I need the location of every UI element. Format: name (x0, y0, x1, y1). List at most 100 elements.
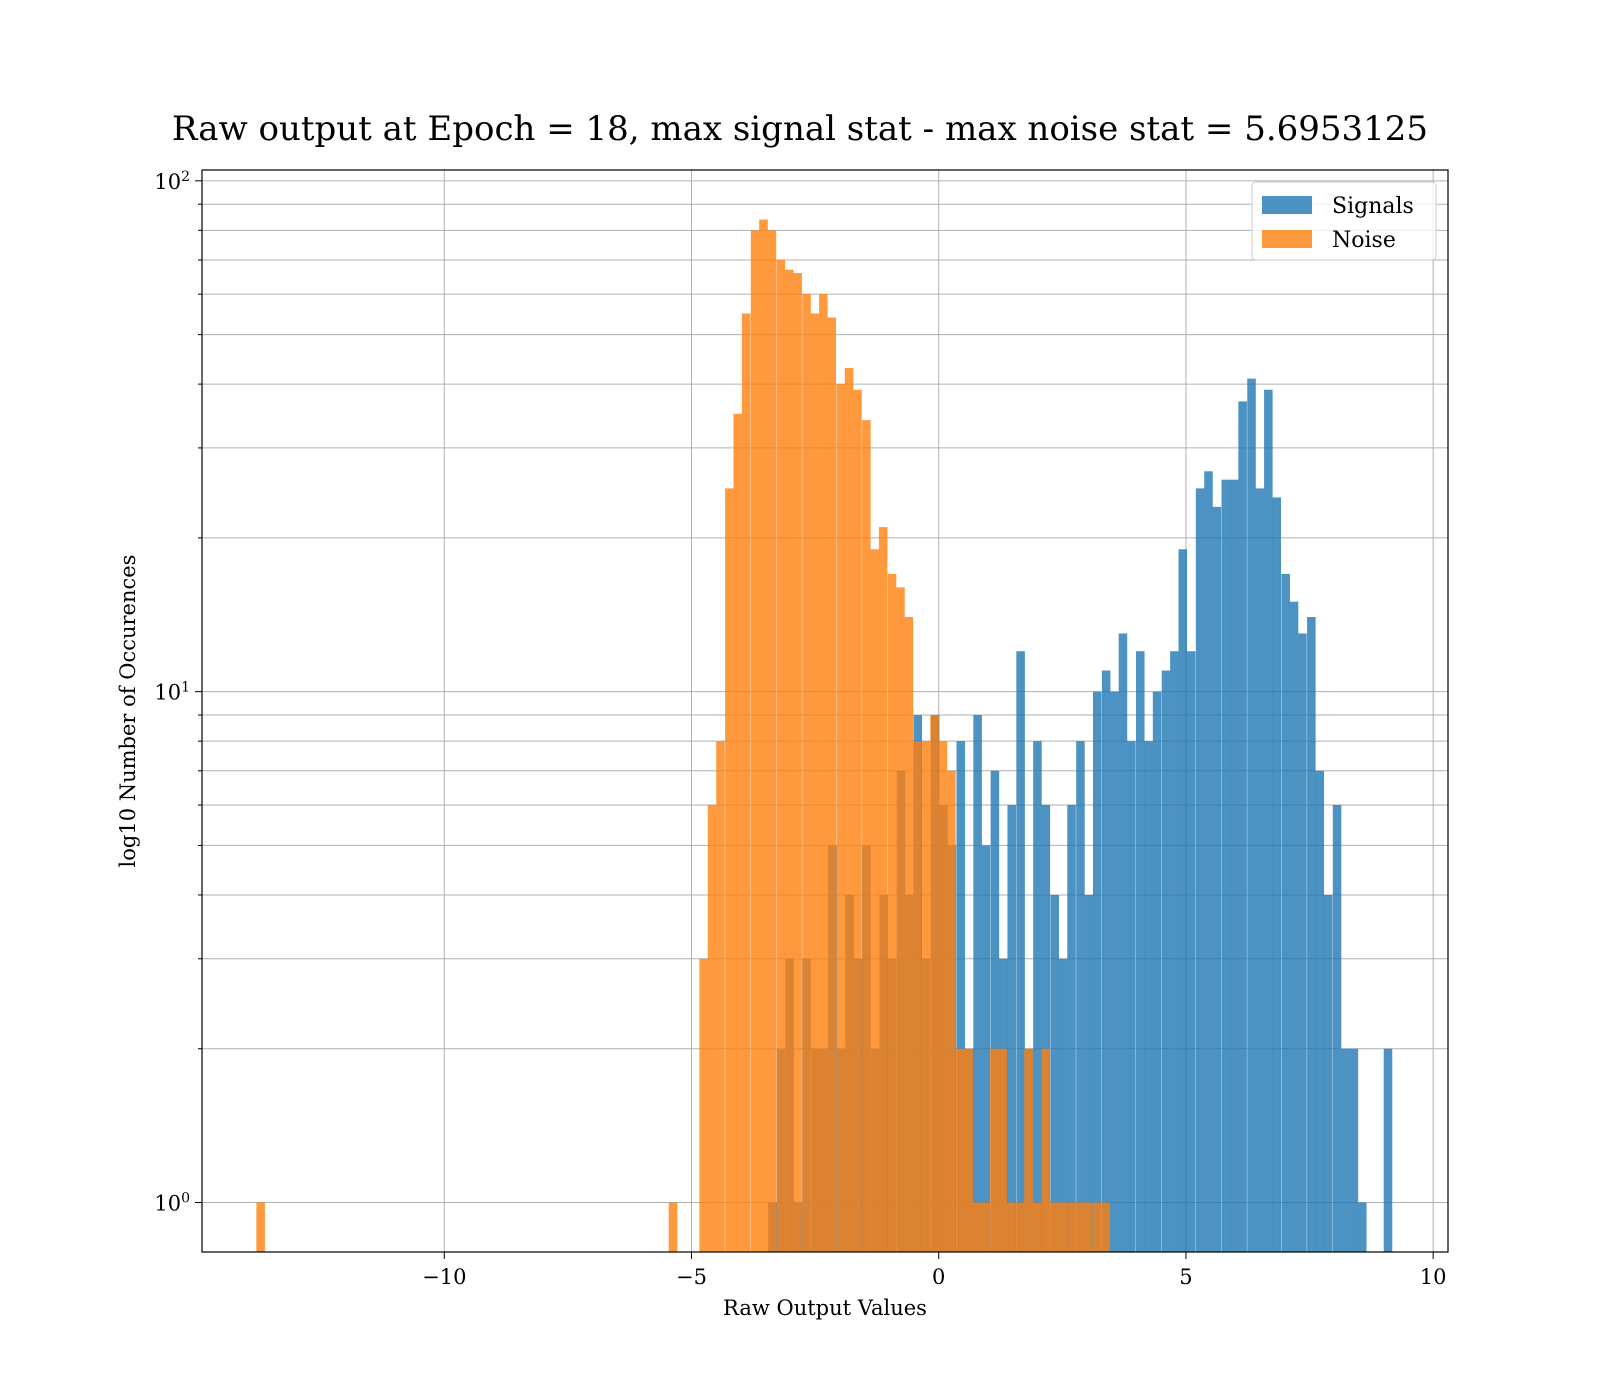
bar-noise (707, 804, 717, 1252)
bar-signals (1341, 1048, 1350, 1252)
legend-swatch-noise (1262, 230, 1312, 248)
bar-noise (836, 384, 845, 1252)
bar-noise (793, 273, 802, 1252)
bar-noise (776, 259, 786, 1253)
x-tick-label: −10 (422, 1265, 466, 1289)
bar-noise (896, 587, 905, 1252)
x-tick-label: 0 (932, 1265, 945, 1289)
y-axis-label: log10 Number of Occurences (116, 555, 140, 868)
bar-signals (1144, 741, 1153, 1252)
x-tick-label: −5 (676, 1265, 707, 1289)
bar-signals (1204, 471, 1213, 1253)
bar-noise (887, 573, 897, 1252)
bar-noise (1101, 1202, 1110, 1252)
bar-signals (1289, 601, 1299, 1252)
bar-signals (1067, 804, 1076, 1252)
bar-noise (1015, 1202, 1025, 1252)
bar-signals (1110, 691, 1119, 1252)
bar-signals (1076, 741, 1085, 1252)
bar-noise (921, 741, 931, 1252)
bar-signals (1101, 670, 1111, 1252)
bar-signals (1033, 741, 1042, 1252)
bar-noise (759, 219, 768, 1252)
bar-noise (827, 317, 837, 1252)
bar-noise (990, 1048, 999, 1252)
plot-frame (201, 169, 1449, 1253)
x-tick-label: 5 (1179, 1265, 1192, 1289)
bar-noise (930, 715, 939, 1252)
bar-signals (1170, 651, 1179, 1252)
bar-signals (1118, 633, 1128, 1252)
bar-noise (972, 1202, 982, 1252)
bar-noise (802, 294, 811, 1252)
bar-signals (1186, 651, 1196, 1252)
bar-signals (1255, 488, 1265, 1252)
bar-signals (1161, 670, 1171, 1252)
bar-noise (1092, 1202, 1102, 1252)
bar-noise (878, 527, 888, 1252)
bar-signals (1229, 479, 1239, 1253)
bar-noise (853, 389, 862, 1252)
bar-noise (862, 420, 871, 1252)
bar-noise (913, 741, 922, 1252)
bar-noise (1084, 1202, 1093, 1252)
bar-signals (1349, 1048, 1359, 1252)
bar-signals (1136, 651, 1145, 1252)
bar-noise (1024, 1048, 1033, 1252)
bar-signals (956, 741, 966, 1252)
series-signals (768, 378, 1393, 1253)
series-noise (256, 219, 1110, 1253)
bar-signals (1058, 958, 1068, 1252)
bar-signals (1178, 549, 1188, 1252)
y-tick-label: 100 (154, 1190, 190, 1215)
bar-signals (1212, 506, 1222, 1252)
bar-signals (1016, 651, 1025, 1252)
bar-noise (1049, 1202, 1059, 1252)
bar-signals (1315, 770, 1325, 1252)
bar-noise (1067, 1202, 1076, 1252)
bar-signals (1195, 488, 1205, 1252)
bar-signals (1127, 741, 1136, 1252)
bar-noise (668, 1202, 678, 1252)
bar-noise (784, 269, 794, 1252)
y-tick-label: 102 (154, 169, 190, 194)
bar-signals (1272, 497, 1282, 1253)
bar-signals (1323, 894, 1333, 1252)
bar-noise (1058, 1202, 1067, 1252)
bar-noise (956, 1048, 965, 1252)
axis-ticks: −10 −5 0 5 10 100 101 102 (154, 169, 1446, 1289)
histogram-bars (256, 219, 1393, 1253)
y-tick-label: 101 (154, 680, 190, 705)
bar-signals (1332, 804, 1342, 1252)
bar-signals (1247, 378, 1256, 1252)
bar-noise (1075, 1202, 1085, 1252)
bar-signals (1281, 573, 1290, 1252)
chart-title: Raw output at Epoch = 18, max signal sta… (172, 109, 1428, 149)
bar-noise (1032, 1202, 1042, 1252)
x-tick-label: 10 (1420, 1265, 1447, 1289)
bar-signals (1221, 479, 1231, 1253)
bar-signals (1307, 617, 1316, 1252)
bar-signals (973, 715, 982, 1252)
bar-noise (741, 313, 751, 1252)
bar-noise (725, 488, 734, 1252)
bar-signals (1358, 1202, 1367, 1252)
bar-signals (1238, 401, 1247, 1252)
bar-signals (1084, 894, 1094, 1252)
bar-noise (256, 1202, 265, 1252)
bar-noise (964, 1048, 973, 1252)
bar-noise (810, 313, 820, 1252)
legend: Signals Noise (1251, 181, 1437, 261)
bar-noise (870, 549, 880, 1252)
bar-noise (1041, 1048, 1051, 1252)
bar-noise (733, 413, 743, 1252)
bar-signals (1298, 633, 1307, 1252)
bar-noise (699, 958, 708, 1252)
x-axis-label: Raw Output Values (723, 1296, 927, 1320)
bar-noise (819, 294, 828, 1252)
bar-noise (947, 770, 956, 1252)
bar-noise (904, 617, 914, 1252)
bar-noise (750, 230, 760, 1253)
bar-noise (1006, 1202, 1016, 1252)
